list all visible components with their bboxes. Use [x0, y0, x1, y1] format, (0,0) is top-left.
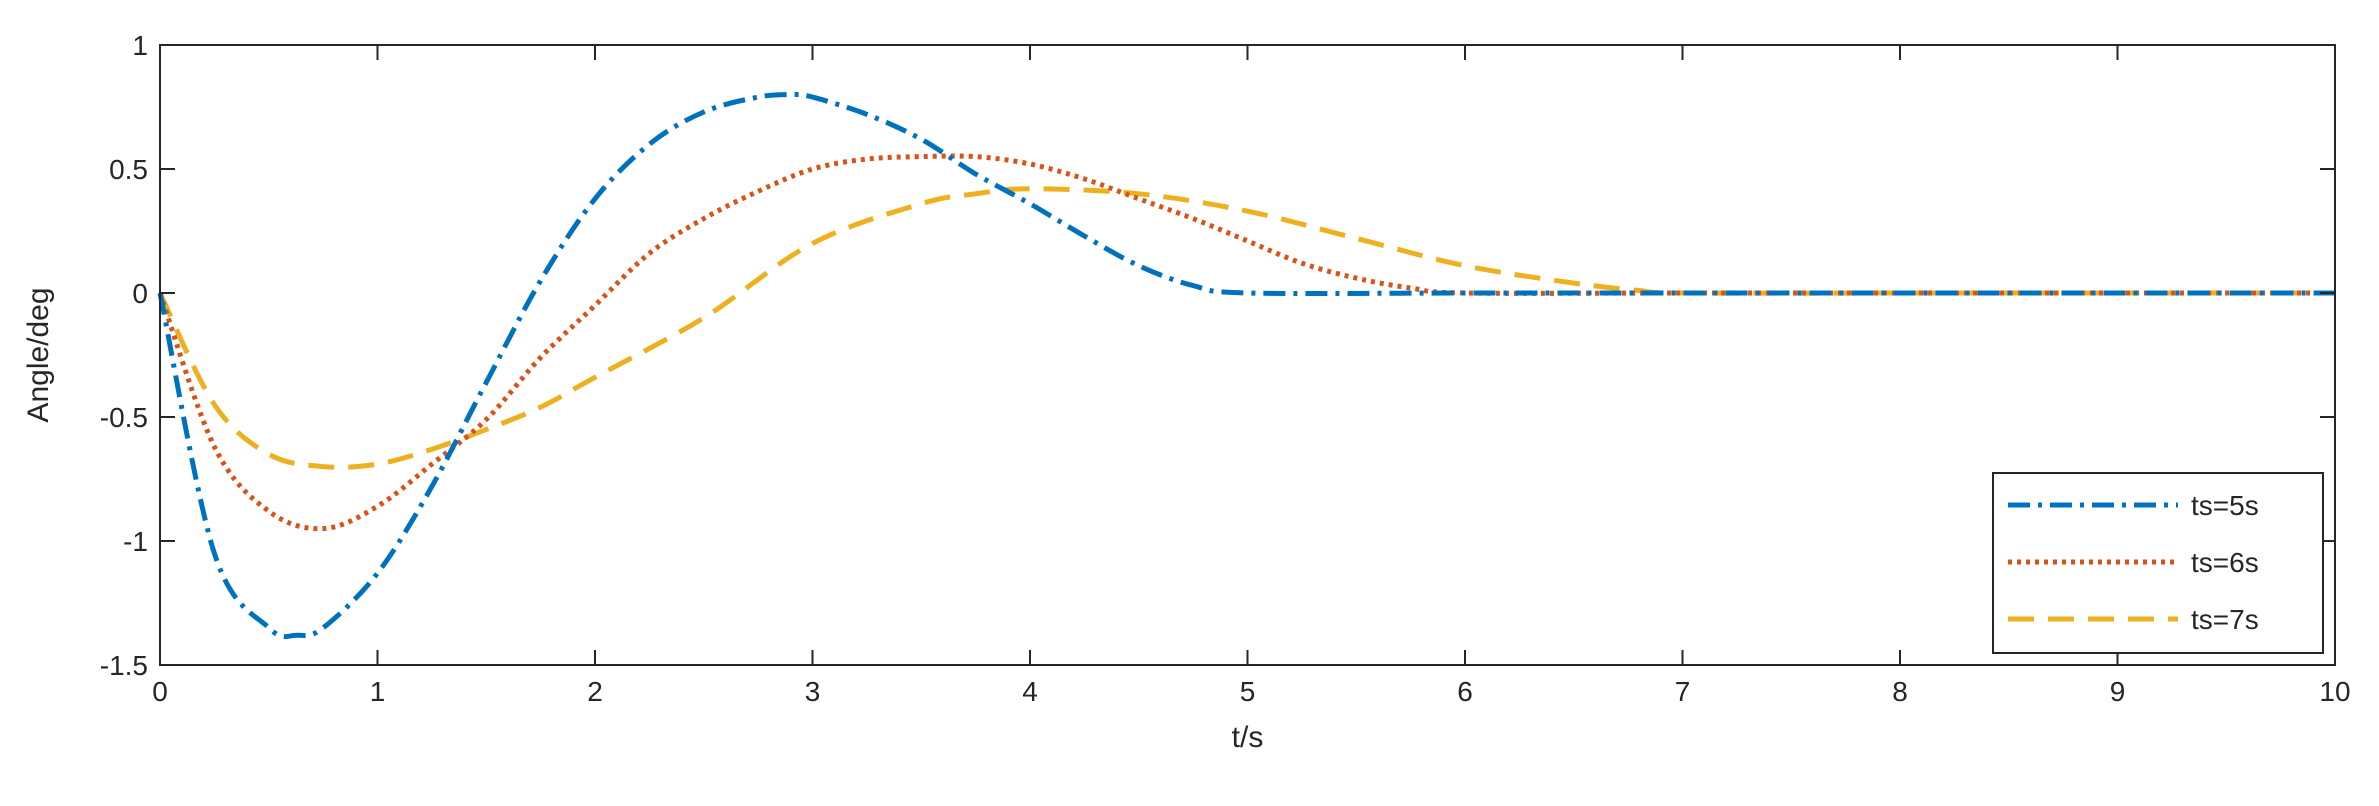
plot-area: [160, 45, 2335, 665]
x-tick-label: 4: [1022, 676, 1038, 707]
x-tick-label: 0: [152, 676, 168, 707]
x-tick-label: 1: [370, 676, 386, 707]
x-tick-label: 10: [2319, 676, 2350, 707]
legend-box: [1992, 472, 2324, 654]
y-tick-label: -0.5: [100, 402, 148, 433]
y-tick-label: 0.5: [109, 154, 148, 185]
legend: ts=5s ts=6s ts=7s: [1992, 472, 2324, 654]
x-tick-label: 9: [2110, 676, 2126, 707]
x-tick-label: 5: [1240, 676, 1256, 707]
legend-label-ts-7s: ts=7s: [2191, 604, 2259, 635]
series-layer: [157, 92, 2335, 640]
series-line-ts-5s: [157, 92, 2335, 640]
x-tick-label: 2: [587, 676, 603, 707]
x-tick-label: 8: [1892, 676, 1908, 707]
y-axis-label: Angle/deg: [22, 287, 55, 422]
legend-label-ts-5s: ts=5s: [2191, 490, 2259, 521]
y-axis: -1.5 -1 -0.5 0 0.5 1: [100, 30, 2335, 681]
x-axis: 0 1 2 3 4 5 6 7 8 9 10: [152, 45, 2351, 707]
x-tick-label: 7: [1675, 676, 1691, 707]
y-tick-label: 1: [132, 30, 148, 61]
y-tick-label: -1.5: [100, 650, 148, 681]
x-tick-label: 6: [1457, 676, 1473, 707]
y-tick-label: 0: [132, 278, 148, 309]
legend-label-ts-6s: ts=6s: [2191, 547, 2259, 578]
y-tick-label: -1: [123, 526, 148, 557]
x-tick-label: 3: [805, 676, 821, 707]
x-axis-label: t/s: [1232, 721, 1264, 754]
